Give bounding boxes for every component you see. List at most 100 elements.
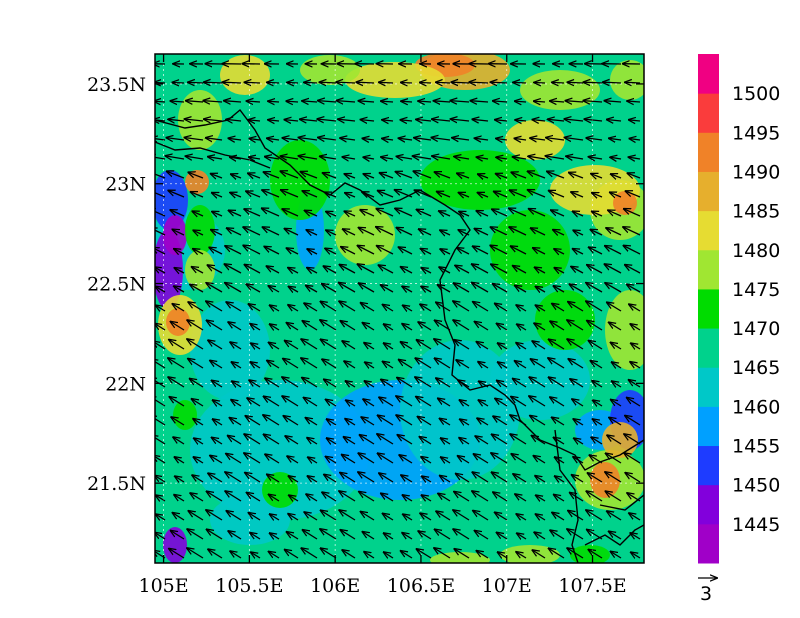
wind-arrow: [548, 119, 565, 121]
wind-arrow: [166, 138, 185, 140]
wind-arrow: [288, 305, 299, 312]
wind-arrow: [439, 211, 451, 216]
wind-arrow: [436, 378, 451, 388]
wind-arrow: [342, 157, 356, 159]
wind-arrow: [441, 438, 451, 444]
wind-arrow: [395, 172, 413, 179]
wind-arrow: [226, 119, 242, 121]
wind-arrow: [210, 455, 223, 464]
wind-arrow: [174, 286, 185, 292]
wind-arrow: [624, 453, 641, 464]
wind-arrow: [401, 267, 413, 274]
wind-arrow: [421, 457, 432, 464]
wind-arrow: [533, 456, 546, 464]
wind-arrow: [280, 156, 299, 159]
wind-arrow: [155, 396, 166, 407]
wind-arrow: [306, 286, 318, 293]
wind-arrow: [418, 101, 432, 102]
contour-patch: [605, 290, 644, 370]
wind-arrow: [608, 210, 622, 217]
latitude-label: 23.5N: [87, 74, 146, 96]
wind-arrow: [168, 190, 185, 198]
wind-arrow: [381, 157, 394, 159]
wind-arrow: [376, 209, 394, 217]
wind-arrow: [528, 190, 546, 198]
wind-arrow: [586, 510, 603, 521]
wind-arrow: [339, 510, 356, 521]
wind-arrow: [420, 513, 432, 521]
wind-arrow: [155, 248, 166, 255]
wind-arrow: [402, 495, 413, 501]
wind-arrow: [305, 211, 318, 217]
wind-arrow: [250, 324, 261, 331]
wind-arrow: [420, 304, 432, 312]
wind-arrow: [612, 381, 622, 387]
wind-arrow: [609, 417, 622, 426]
wind-arrow: [174, 495, 185, 502]
wind-arrow: [535, 514, 546, 520]
colorbar-swatch: [698, 445, 719, 486]
wind-arrow: [286, 101, 299, 102]
wind-arrow: [231, 362, 242, 368]
wind-arrow: [567, 320, 584, 331]
wind-arrow: [473, 454, 489, 464]
wind-arrow: [569, 173, 584, 179]
wind-arrow: [289, 495, 299, 501]
wind-arrow: [534, 323, 546, 331]
wind-arrow: [193, 249, 204, 254]
wind-arrow: [421, 286, 432, 292]
wind-arrow: [436, 302, 451, 312]
wind-arrow: [572, 475, 584, 483]
wind-arrow: [155, 341, 166, 350]
wind-arrow: [381, 379, 394, 388]
contour-patch: [535, 290, 595, 350]
wind-arrow: [400, 120, 413, 121]
wind-arrow: [629, 120, 641, 121]
wind-arrow: [378, 415, 394, 426]
wind-arrow: [325, 192, 337, 197]
wind-arrow: [573, 230, 584, 235]
wind-arrow: [288, 268, 299, 273]
wind-arrow: [438, 398, 451, 407]
wind-arrow: [307, 476, 318, 482]
wind-arrow: [496, 323, 508, 331]
wind-arrow: [308, 457, 318, 463]
wind-arrow: [586, 283, 603, 293]
wind-arrow: [248, 173, 261, 178]
wind-arrow: [267, 82, 280, 83]
wind-arrow: [476, 342, 489, 350]
wind-arrow: [185, 156, 204, 159]
latitude-label: 22.5N: [87, 274, 146, 296]
wind-arrow: [286, 248, 299, 255]
wind-arrow: [586, 491, 603, 502]
wind-arrow: [605, 283, 622, 293]
wind-arrow: [270, 324, 280, 330]
wind-arrow: [606, 228, 622, 236]
wind-arrow: [627, 398, 641, 407]
wind-arrow: [268, 286, 280, 293]
wind-arrow: [298, 138, 318, 141]
wind-arrow: [477, 418, 489, 426]
wind-arrow: [301, 339, 318, 350]
wind-arrow: [420, 83, 432, 84]
wind-arrow: [476, 157, 489, 159]
wind-arrow: [345, 419, 356, 426]
wind-arrow: [470, 101, 489, 102]
wind-arrow: [187, 320, 204, 331]
wind-arrow: [516, 552, 527, 559]
wind-arrow: [212, 437, 223, 445]
wind-arrow: [320, 548, 337, 559]
wind-arrow: [318, 101, 337, 102]
colorbar-swatch: [698, 171, 719, 212]
wind-arrow: [530, 359, 546, 369]
wind-arrow: [175, 476, 185, 482]
wind-arrow: [384, 533, 394, 539]
wind-arrow: [629, 139, 641, 141]
wind-arrow: [420, 249, 432, 254]
wind-arrow: [284, 120, 299, 121]
wind-arrow: [320, 156, 337, 159]
contour-patch: [345, 62, 445, 98]
wind-arrow: [344, 174, 356, 178]
wind-arrow: [473, 511, 489, 521]
wind-arrow: [434, 339, 451, 350]
